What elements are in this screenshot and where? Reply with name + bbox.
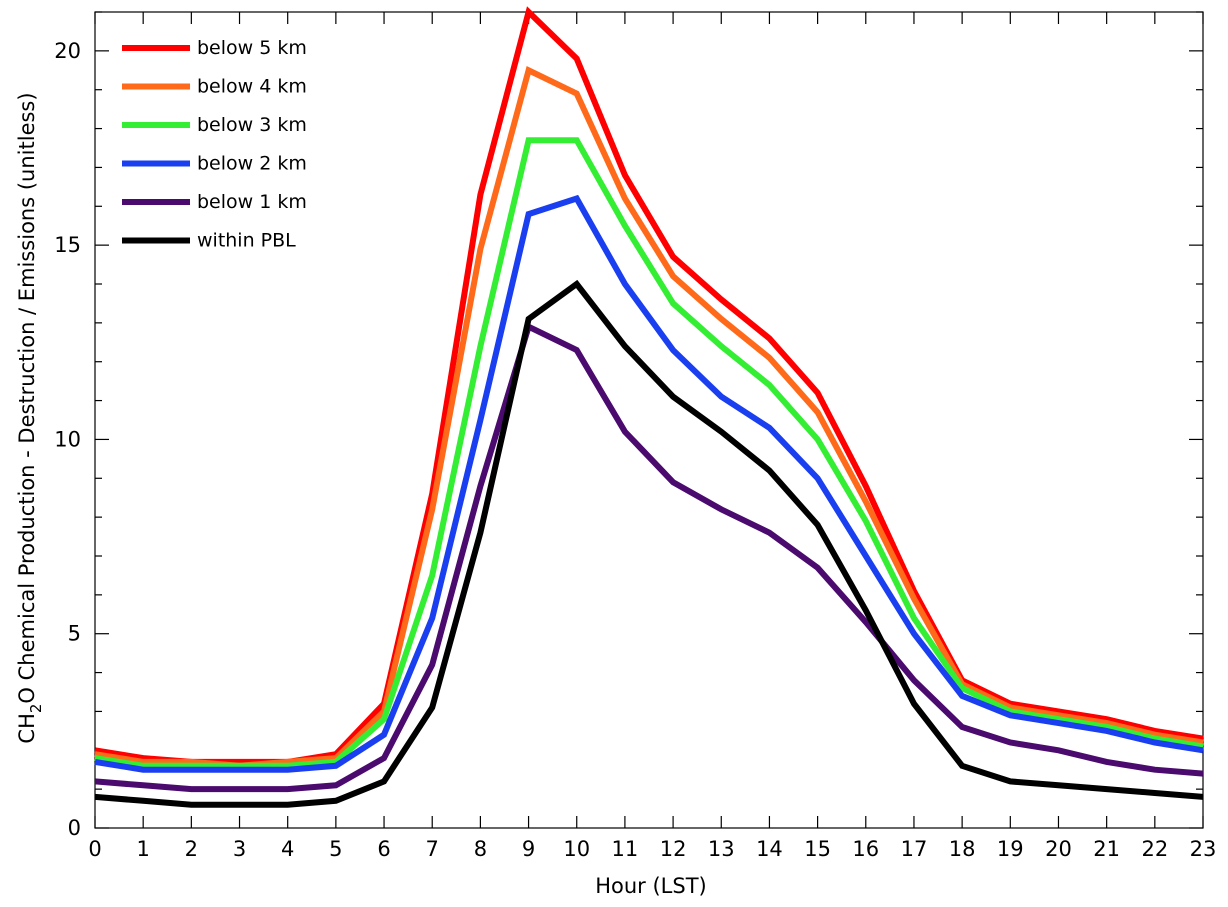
y-axis-title-suffix: O Chemical Production - Destruction / Em… xyxy=(15,92,39,703)
x-tick-label: 6 xyxy=(377,837,390,861)
legend-label: below 4 km xyxy=(197,76,307,98)
x-tick-label: 20 xyxy=(1045,837,1072,861)
x-tick-label: 19 xyxy=(997,837,1024,861)
y-axis-title-subscript: 2 xyxy=(27,704,45,714)
x-tick-label: 22 xyxy=(1141,837,1168,861)
y-axis-title: CH2O Chemical Production - Destruction /… xyxy=(15,92,45,743)
x-tick-label: 5 xyxy=(329,837,342,861)
legend-label: below 1 km xyxy=(197,191,307,213)
legend-label: below 3 km xyxy=(197,114,307,136)
x-tick-label: 23 xyxy=(1190,837,1217,861)
y-tick-label: 10 xyxy=(54,427,81,451)
legend-label: within PBL xyxy=(197,230,296,252)
y-axis: 0 5 10 15 20 xyxy=(54,11,1203,840)
y-tick-label: 20 xyxy=(54,39,81,63)
x-tick-label: 3 xyxy=(233,837,246,861)
legend-label: below 2 km xyxy=(197,153,307,175)
plot-border xyxy=(94,11,1204,829)
legend: below 5 km below 4 km below 3 km below 2 km… xyxy=(122,37,307,252)
x-tick-label: 4 xyxy=(281,837,294,861)
x-tick-label: 12 xyxy=(660,837,687,861)
y-tick-label: 15 xyxy=(54,233,81,257)
x-tick-label: 18 xyxy=(949,837,976,861)
x-axis: 0 1 2 3 4 5 6 7 8 9 10 11 12 13 14 15 16 17 18 19 20 21 22 23 xyxy=(88,12,1216,861)
x-tick-label: 2 xyxy=(185,837,198,861)
y-tick-label: 5 xyxy=(68,622,81,646)
x-tick-label: 13 xyxy=(708,837,735,861)
y-axis-title-prefix: CH xyxy=(15,713,39,743)
x-tick-label: 7 xyxy=(426,837,439,861)
x-tick-label: 9 xyxy=(522,837,535,861)
x-tick-label: 21 xyxy=(1093,837,1120,861)
series-line-below-1-km xyxy=(94,322,1204,793)
x-tick-label: 10 xyxy=(563,837,590,861)
x-tick-label: 14 xyxy=(756,837,783,861)
legend-label: below 5 km xyxy=(197,37,307,59)
plot-frame xyxy=(94,11,1204,829)
x-tick-label: 11 xyxy=(612,837,639,861)
series-line-below-4-km xyxy=(94,66,1204,769)
series-line-within-pbl xyxy=(94,279,1204,808)
x-tick-label: 8 xyxy=(474,837,487,861)
x-axis-title: Hour (LST) xyxy=(595,874,707,898)
x-tick-label: 0 xyxy=(88,837,101,861)
x-tick-label: 15 xyxy=(804,837,831,861)
series-line-below-3-km xyxy=(94,137,1204,769)
x-tick-label: 17 xyxy=(901,837,928,861)
x-tick-label: 1 xyxy=(136,837,149,861)
y-tick-label: 0 xyxy=(68,816,81,840)
series-line-below-2-km xyxy=(94,194,1204,773)
x-tick-label: 16 xyxy=(852,837,879,861)
series-lines xyxy=(94,6,1204,808)
